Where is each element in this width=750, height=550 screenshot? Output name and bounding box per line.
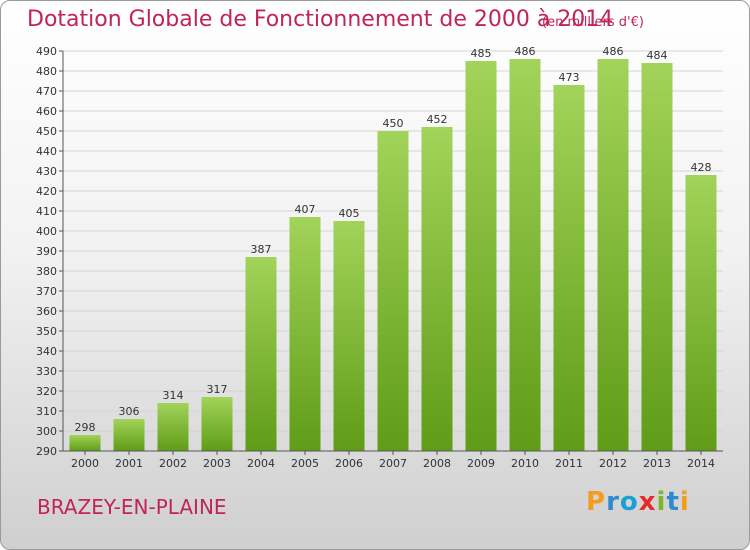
data-label: 298 — [75, 421, 96, 434]
data-label: 314 — [163, 389, 184, 402]
data-label: 486 — [603, 45, 624, 58]
bar — [685, 175, 717, 451]
proxiti-logo: Proxiti — [586, 487, 690, 517]
x-tick-label: 2012 — [599, 457, 627, 470]
x-tick-label: 2002 — [159, 457, 187, 470]
data-label: 407 — [295, 203, 316, 216]
x-tick-label: 2000 — [71, 457, 99, 470]
y-tick-label: 310 — [36, 405, 57, 418]
x-tick-label: 2011 — [555, 457, 583, 470]
chart-title: Dotation Globale de Fonctionnement de 20… — [27, 7, 614, 32]
chart-unit: (en milliers d'€) — [542, 15, 644, 30]
bar — [421, 127, 453, 451]
x-axis-ticks: 2000 2001 2002 2003 2004 2005 2006 2007 2008 2009… — [71, 451, 715, 470]
y-tick-label: 490 — [36, 45, 57, 58]
data-label: 486 — [515, 45, 536, 58]
y-tick-label: 370 — [36, 285, 57, 298]
y-tick-label: 450 — [36, 125, 57, 138]
y-tick-label: 350 — [36, 325, 57, 338]
bar — [509, 59, 541, 451]
y-tick-label: 440 — [36, 145, 57, 158]
bar — [245, 257, 277, 451]
town-name: BRAZEY-EN-PLAINE — [37, 495, 227, 519]
y-tick-label: 410 — [36, 205, 57, 218]
y-tick-label: 360 — [36, 305, 57, 318]
bar — [201, 397, 233, 451]
y-tick-label: 400 — [36, 225, 57, 238]
x-tick-label: 2009 — [467, 457, 495, 470]
x-tick-label: 2010 — [511, 457, 539, 470]
bar — [69, 435, 101, 451]
y-tick-label: 340 — [36, 345, 57, 358]
data-label: 428 — [691, 161, 712, 174]
y-tick-label: 320 — [36, 385, 57, 398]
y-tick-label: 390 — [36, 245, 57, 258]
y-tick-label: 330 — [36, 365, 57, 378]
bar — [465, 61, 497, 451]
x-tick-label: 2007 — [379, 457, 407, 470]
y-tick-label: 480 — [36, 65, 57, 78]
x-tick-label: 2001 — [115, 457, 143, 470]
data-label: 306 — [119, 405, 140, 418]
x-tick-label: 2014 — [687, 457, 715, 470]
y-axis-ticks: 290 300 310 320 330 340 350 360 370 380 390 400 410 4… — [36, 45, 63, 458]
axes — [62, 51, 723, 452]
y-tick-label: 380 — [36, 265, 57, 278]
bar — [597, 59, 629, 451]
bar — [377, 131, 409, 451]
bars — [69, 59, 717, 451]
data-label: 485 — [471, 47, 492, 60]
y-tick-label: 420 — [36, 185, 57, 198]
data-label: 387 — [251, 243, 272, 256]
y-tick-label: 470 — [36, 85, 57, 98]
x-tick-label: 2006 — [335, 457, 363, 470]
x-tick-label: 2008 — [423, 457, 451, 470]
bar — [553, 85, 585, 451]
data-labels: 298 306 314 317 387 407 405 450 452 485 486 473 486 4… — [75, 45, 712, 434]
y-tick-label: 290 — [36, 445, 57, 458]
y-tick-label: 300 — [36, 425, 57, 438]
bar — [289, 217, 321, 451]
data-label: 450 — [383, 117, 404, 130]
x-tick-label: 2003 — [203, 457, 231, 470]
data-label: 452 — [427, 113, 448, 126]
data-label: 484 — [647, 49, 668, 62]
bar — [333, 221, 365, 451]
data-label: 317 — [207, 383, 228, 396]
bar — [157, 403, 189, 451]
y-tick-label: 460 — [36, 105, 57, 118]
x-tick-label: 2004 — [247, 457, 275, 470]
x-tick-label: 2013 — [643, 457, 671, 470]
data-label: 405 — [339, 207, 360, 220]
bar — [113, 419, 145, 451]
bar — [641, 63, 673, 451]
x-tick-label: 2005 — [291, 457, 319, 470]
data-label: 473 — [559, 71, 580, 84]
y-tick-label: 430 — [36, 165, 57, 178]
